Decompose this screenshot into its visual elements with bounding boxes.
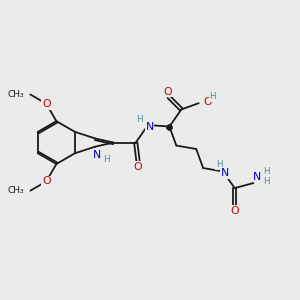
Text: CH₃: CH₃ xyxy=(7,90,24,99)
Text: H: H xyxy=(136,115,143,124)
Text: H: H xyxy=(263,167,270,176)
Text: O: O xyxy=(164,86,172,97)
Text: O: O xyxy=(42,99,51,109)
Text: O: O xyxy=(164,86,172,97)
Text: O: O xyxy=(42,99,51,109)
Text: N: N xyxy=(253,172,261,182)
Text: O: O xyxy=(230,206,239,216)
Text: O: O xyxy=(203,97,212,107)
Text: O: O xyxy=(134,162,142,172)
Text: H: H xyxy=(263,177,270,186)
Text: N: N xyxy=(221,168,230,178)
Text: CH₃: CH₃ xyxy=(7,90,24,99)
Text: O: O xyxy=(203,97,212,107)
Text: N: N xyxy=(93,150,101,160)
Text: H: H xyxy=(103,155,110,164)
Text: O: O xyxy=(134,162,142,172)
Text: N: N xyxy=(146,122,154,131)
Text: N: N xyxy=(253,172,261,182)
Text: H: H xyxy=(216,160,223,169)
Text: CH₃: CH₃ xyxy=(7,186,24,195)
Text: N: N xyxy=(93,150,101,160)
Text: H: H xyxy=(103,155,110,164)
Text: CH₃: CH₃ xyxy=(7,186,24,195)
Text: H: H xyxy=(216,160,223,169)
Text: H: H xyxy=(263,167,270,176)
Text: H: H xyxy=(263,177,270,186)
Text: O: O xyxy=(42,176,51,187)
Text: H: H xyxy=(210,92,216,101)
Text: O: O xyxy=(42,176,51,187)
Text: O: O xyxy=(230,206,239,216)
Text: N: N xyxy=(221,168,230,178)
Text: H: H xyxy=(210,92,216,101)
Text: N: N xyxy=(146,122,154,131)
Text: H: H xyxy=(136,115,143,124)
